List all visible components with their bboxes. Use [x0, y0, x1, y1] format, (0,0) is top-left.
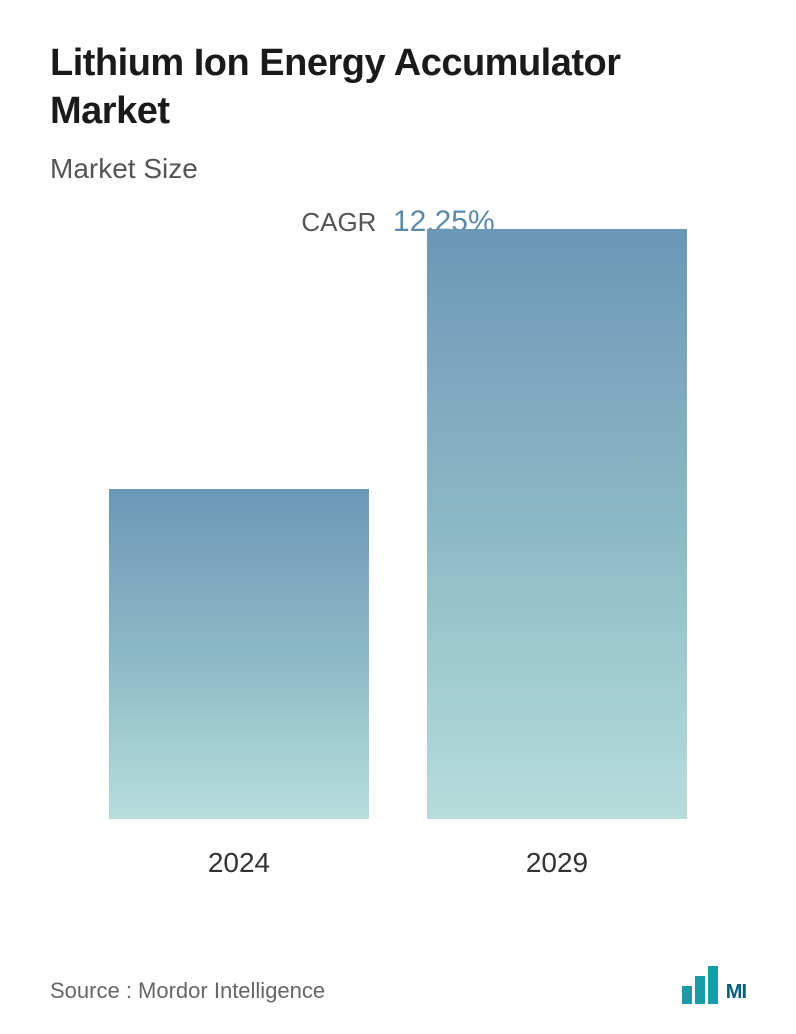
chart-title: Lithium Ion Energy Accumulator Market [50, 40, 746, 135]
logo: MI [682, 966, 746, 1004]
chart-subtitle: Market Size [50, 153, 746, 185]
source-text: Source : Mordor Intelligence [50, 978, 325, 1004]
bar-group-0: 2024 [109, 489, 369, 879]
bar-1 [427, 229, 687, 819]
chart-area: 2024 2029 [50, 289, 746, 879]
footer: Source : Mordor Intelligence MI [50, 966, 746, 1004]
logo-text: MI [726, 981, 746, 1004]
bar-label-0: 2024 [208, 847, 270, 879]
bar-group-1: 2029 [427, 229, 687, 879]
bar-label-1: 2029 [526, 847, 588, 879]
cagr-label: CAGR [301, 207, 376, 237]
bar-0 [109, 489, 369, 819]
logo-bars-icon [682, 966, 718, 1004]
